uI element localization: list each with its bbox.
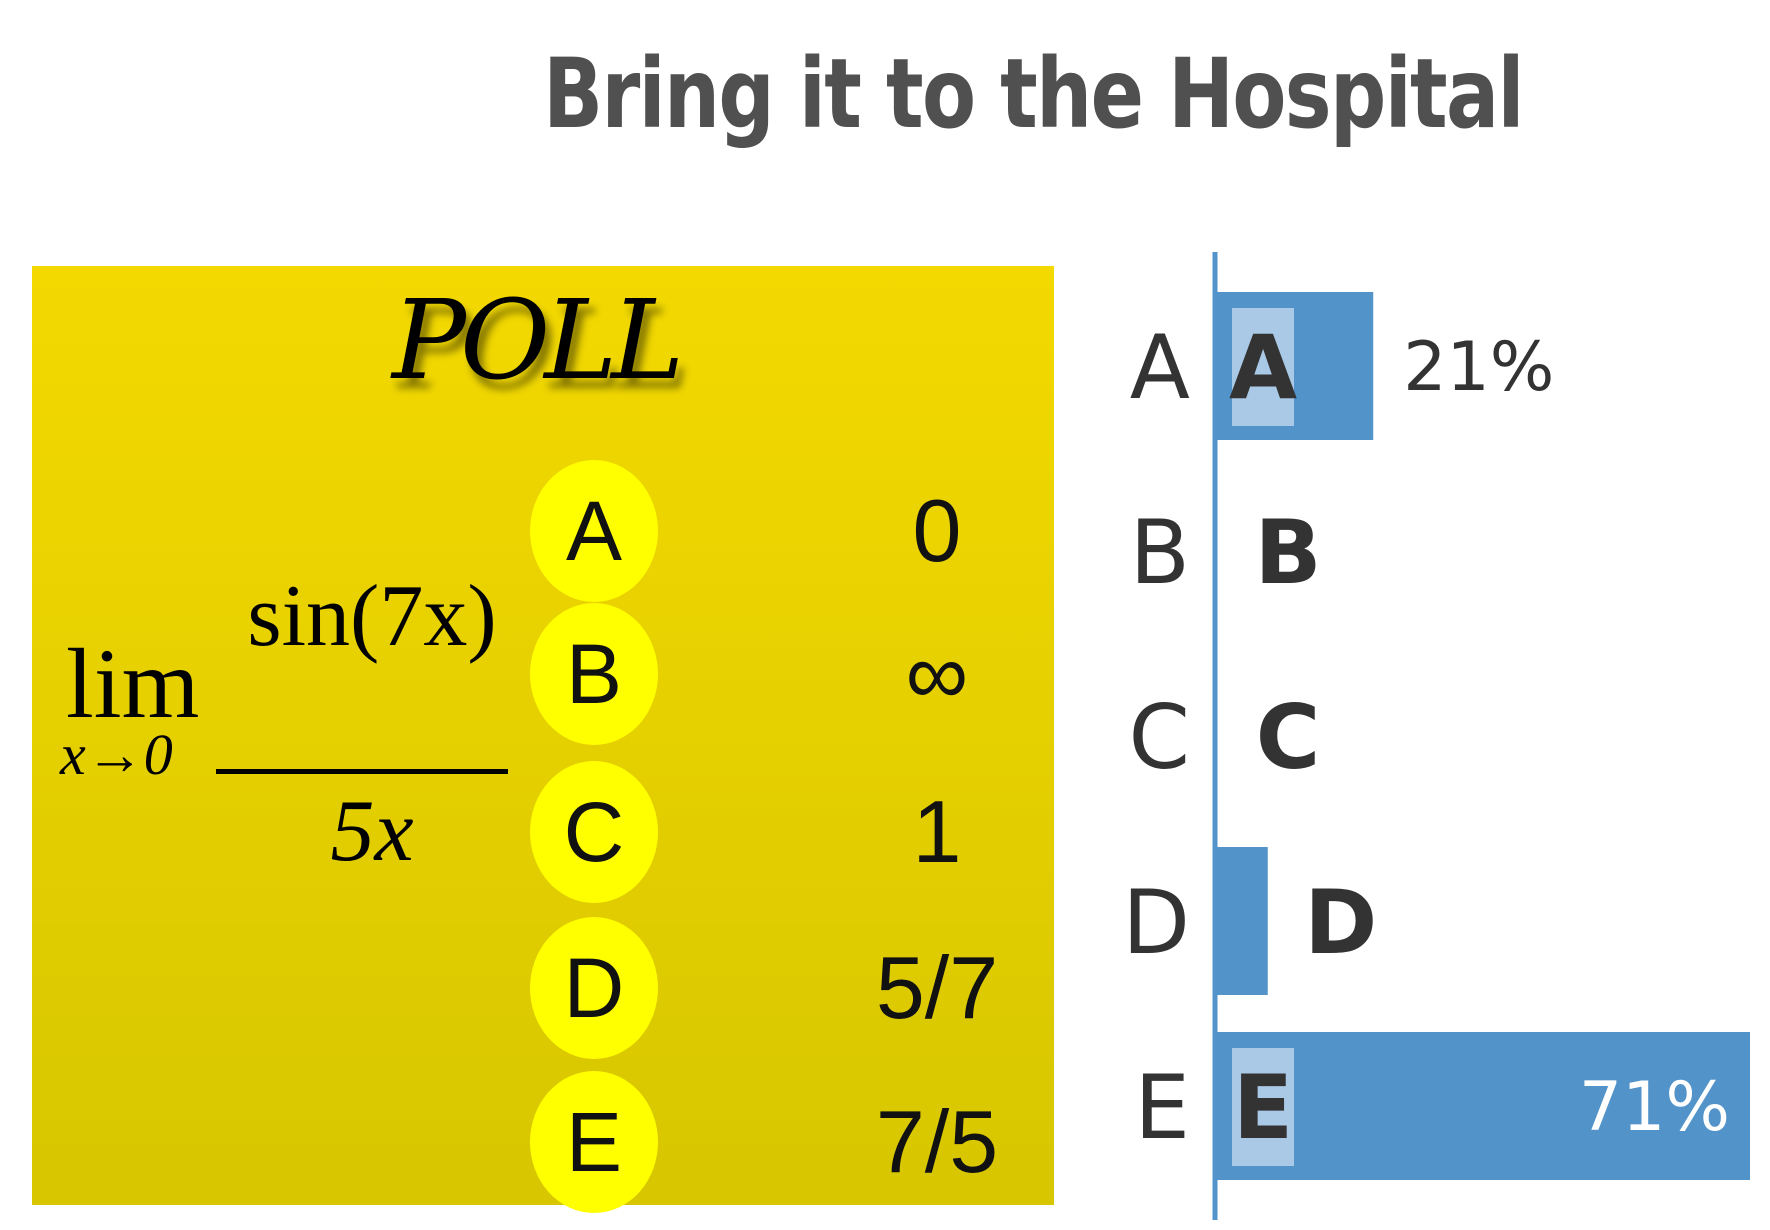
bar-letter-e: E (1233, 1056, 1293, 1159)
option-a-circle: A (530, 460, 658, 602)
lim-text: lim (66, 628, 200, 739)
option-e-value: 7/5 (875, 1092, 999, 1191)
bar-letter-a: A (1229, 316, 1297, 419)
bar-letter-d: D (1304, 871, 1377, 974)
denominator: 5x (330, 783, 414, 880)
option-e-circle: E (530, 1071, 658, 1213)
bar-letter-highlight-e (1232, 1048, 1294, 1166)
category-label-a: A (1130, 316, 1190, 419)
category-label-d: D (1122, 871, 1190, 974)
option-a-value: 0 (912, 481, 962, 580)
numerator: sin(7x) (247, 568, 497, 665)
option-d-circle: D (530, 917, 658, 1059)
category-label-b: B (1130, 501, 1190, 604)
lim-subscript: x→0 (60, 722, 173, 787)
option-c-circle: C (530, 761, 658, 903)
poll-heading: POLL (392, 276, 684, 404)
bar-letter-highlight-a (1232, 308, 1294, 426)
bar-letter-b: B (1254, 501, 1321, 604)
option-d-value: 5/7 (875, 938, 999, 1037)
option-c-value: 1 (912, 782, 962, 881)
fraction-bar (216, 769, 508, 774)
category-label-c: C (1129, 686, 1190, 789)
bar-e (1215, 1032, 1750, 1180)
option-b-circle: B (530, 603, 658, 745)
category-label-e: E (1134, 1056, 1190, 1159)
data-label-a: 21% (1403, 328, 1554, 407)
poll-panel: POLL lim x→0 sin(7x) 5x A B C D E 0 ∞ 1 … (32, 266, 1054, 1213)
option-b-value: ∞ (905, 624, 969, 723)
data-label-e: 71% (1579, 1068, 1730, 1147)
bar-d (1215, 847, 1268, 995)
page-title: Bring it to the Hospital (543, 38, 1524, 150)
bar-letter-c: C (1256, 686, 1321, 789)
